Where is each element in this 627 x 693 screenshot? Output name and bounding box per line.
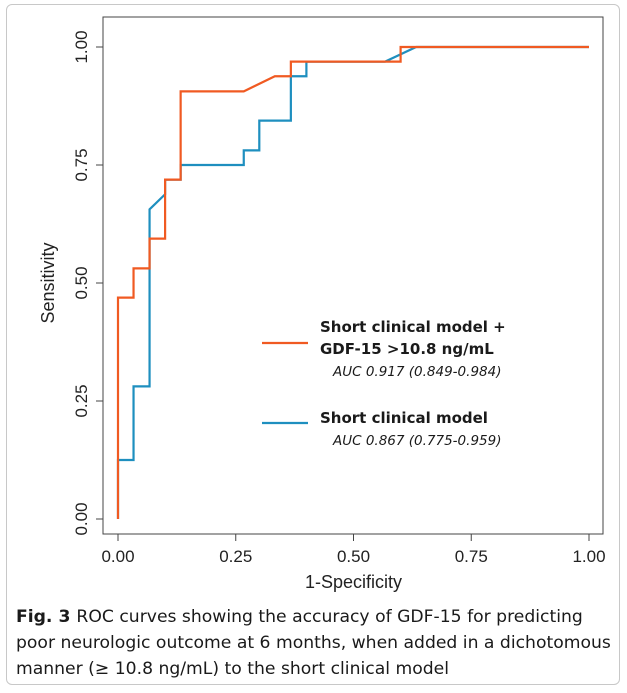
x-tick-label: 1.00 — [572, 547, 605, 566]
legend-auc-value: AUC 0.867 (0.775-0.959) — [332, 433, 501, 449]
legend-label: Short clinical model + — [320, 318, 506, 336]
y-axis-title: Sensitivity — [38, 242, 58, 323]
legend-label: Short clinical model — [320, 409, 488, 427]
chart-legend: Short clinical model + GDF-15 >10.8 ng/mL… — [262, 318, 506, 449]
x-tick-label: 0.00 — [101, 547, 134, 566]
chart-axes: 0.00 0.25 0.50 0.75 1.00 0.00 0.25 0.50 0.75 1.00… — [38, 30, 606, 592]
roc-curve-line — [116, 45, 589, 519]
x-tick-label: 0.50 — [337, 547, 370, 566]
legend-auc-value: AUC 0.917 (0.849-0.984) — [332, 364, 501, 380]
y-tick-label: 0.00 — [72, 502, 91, 535]
y-tick-label: 1.00 — [72, 30, 91, 63]
plot-area — [102, 16, 604, 535]
x-tick-label: 0.75 — [455, 547, 488, 566]
legend-label: GDF-15 >10.8 ng/mL — [320, 340, 494, 358]
roc-curves — [116, 45, 589, 519]
x-tick-label: 0.25 — [219, 547, 252, 566]
roc-curve-line — [116, 45, 589, 519]
roc-chart: 0.00 0.25 0.50 0.75 1.00 0.00 0.25 0.50 0.75 1.00… — [38, 16, 606, 592]
figure-caption: Fig. 3 ROC curves showing the accuracy of… — [16, 604, 614, 682]
figure-frame — [6, 4, 620, 685]
y-tick-label: 0.75 — [72, 148, 91, 181]
figure-label: Fig. 3 — [16, 607, 71, 627]
y-tick-label: 0.25 — [72, 384, 91, 417]
y-tick-label: 0.50 — [72, 266, 91, 299]
x-axis-title: 1-Specificity — [305, 572, 402, 592]
caption-text: ROC curves showing the accuracy of GDF-1… — [16, 607, 611, 679]
plot-border — [102, 16, 604, 535]
